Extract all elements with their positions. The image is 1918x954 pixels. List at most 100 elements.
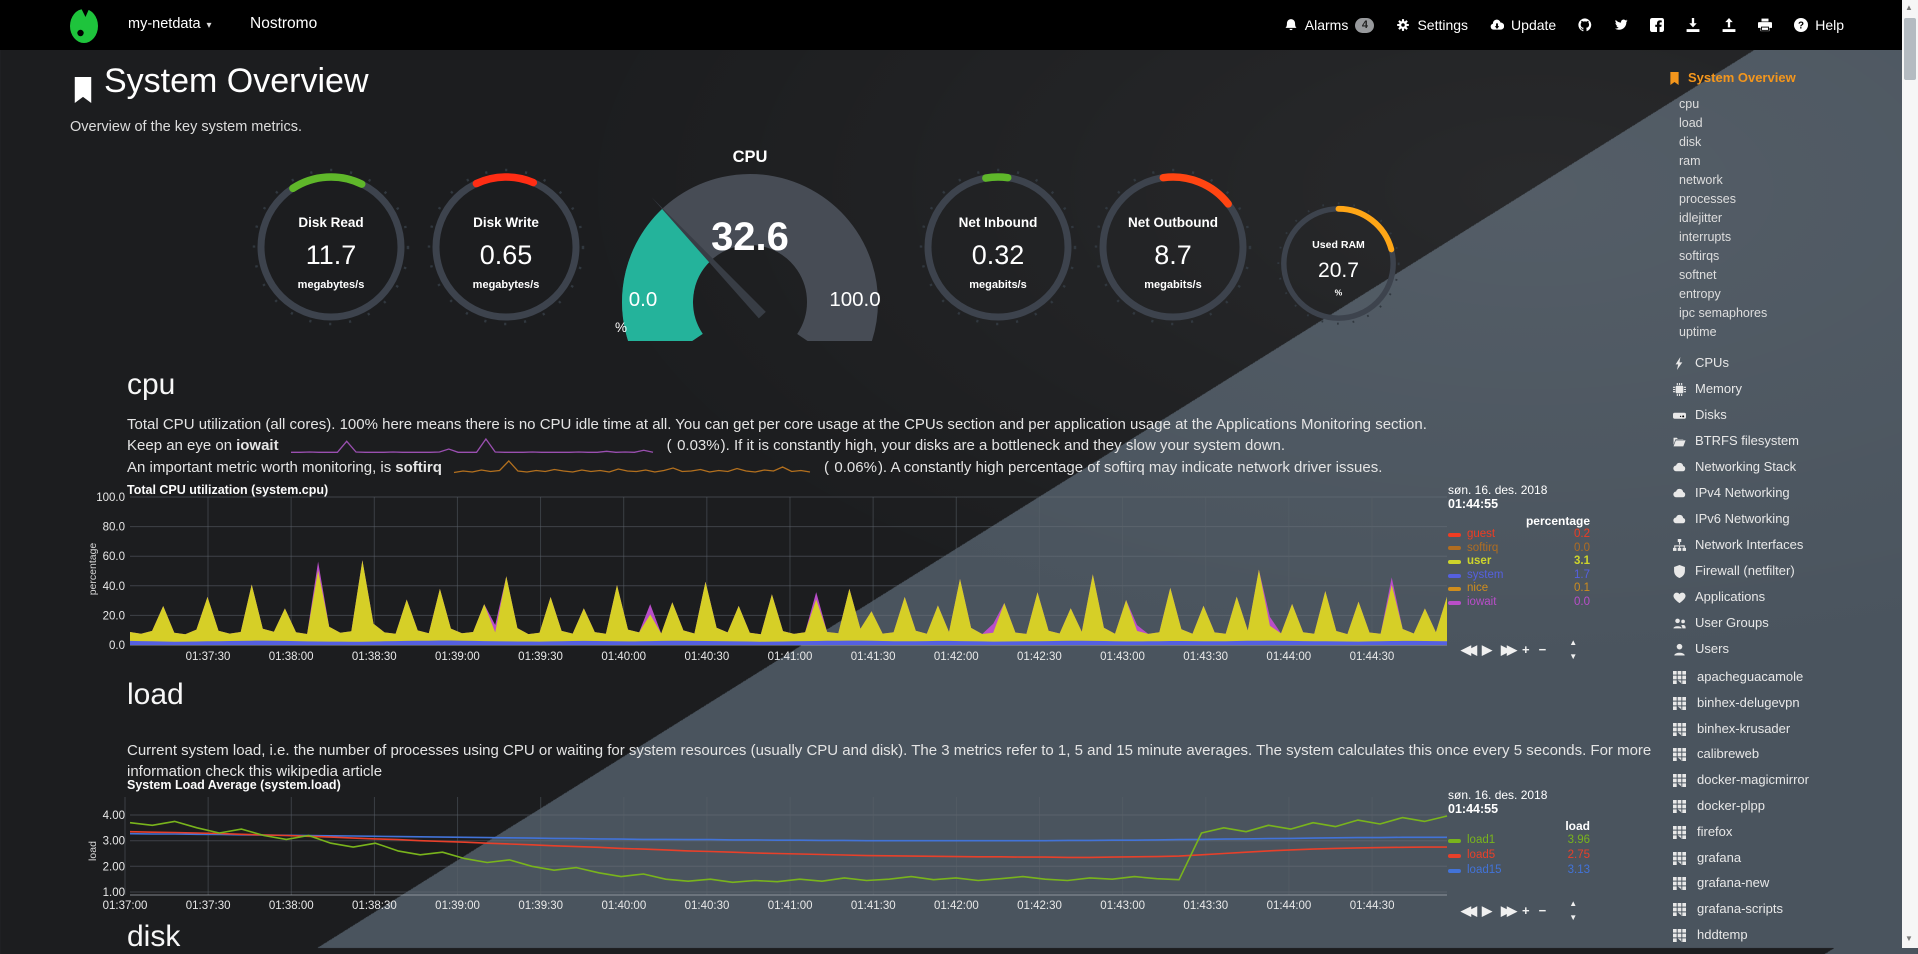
sidebar-item-grafana-new[interactable]: grafana-new (1671, 870, 1809, 896)
play-button[interactable]: ▶ (1482, 642, 1492, 657)
sidebar-item-applications[interactable]: Applications (1671, 584, 1803, 610)
sidebar-item-softirqs[interactable]: softirqs (1679, 249, 1720, 263)
legend-row-nice[interactable]: nice 0.1 (1448, 582, 1590, 596)
pan-backward-button[interactable]: ◀◀ (1461, 642, 1477, 657)
sidebar-item-network[interactable]: network (1679, 173, 1723, 187)
resize-handle[interactable]: ▲ ▼ (1569, 899, 1578, 922)
sidebar-item-binhex-krusader[interactable]: binhex-krusader (1671, 716, 1809, 742)
sidebar-item-firewall-netfilter-[interactable]: Firewall (netfilter) (1671, 558, 1803, 584)
navbar-item-github[interactable] (1578, 18, 1592, 32)
sidebar-item-label: Network Interfaces (1695, 537, 1804, 552)
sidebar-item-label: grafana-new (1697, 875, 1770, 891)
sidebar-item-ipv6-networking[interactable]: IPv6 Networking (1671, 506, 1803, 532)
sidebar-item-entropy[interactable]: entropy (1679, 287, 1721, 301)
sidebar-item-apacheguacamole[interactable]: apacheguacamole (1671, 664, 1809, 690)
cpu-chart[interactable]: Total CPU utilization (system.cpu)100.0 8… (85, 478, 1600, 683)
sidebar-item-disks[interactable]: Disks (1671, 402, 1803, 428)
navbar-item-import-snapshot[interactable] (1722, 18, 1736, 32)
gauge-used-ram[interactable]: Used RAM 20.7% (1276, 201, 1401, 326)
sidebar-item-users[interactable]: Users (1671, 636, 1803, 662)
sidebar-item-uptime[interactable]: uptime (1679, 325, 1717, 339)
sidebar-item-system-overview[interactable]: System Overview (1668, 70, 1796, 86)
navbar-item-update[interactable]: Update (1490, 17, 1556, 33)
section-heading-disk[interactable]: disk (127, 920, 181, 953)
sidebar-item-docker-magicmirror[interactable]: docker-magicmirror (1671, 767, 1809, 793)
load-chart[interactable]: System Load Average (system.load) 4.00 3.0… (85, 773, 1600, 923)
sidebar-item-interrupts[interactable]: interrupts (1679, 230, 1732, 244)
sidebar-item-idlejitter[interactable]: idlejitter (1679, 211, 1723, 225)
sidebar-item-ipc-semaphores[interactable]: ipc semaphores (1679, 306, 1768, 320)
sidebar-item-binhex-delugevpn[interactable]: binhex-delugevpn (1671, 690, 1809, 716)
scrollbar-down-arrow[interactable]: ▼ (1905, 934, 1913, 943)
zoom-out-button[interactable]: − (1538, 903, 1547, 918)
legend-row-load1[interactable]: load1 3.96 (1448, 833, 1590, 848)
sidebar-item-networking-stack[interactable]: Networking Stack (1671, 454, 1803, 480)
sidebar-item-load[interactable]: load (1679, 116, 1703, 130)
svg-text:01:37:00: 01:37:00 (103, 900, 148, 912)
svg-text:Disk Read: Disk Read (298, 215, 363, 230)
legend-swatch (1448, 559, 1461, 564)
sidebar-item-cpus[interactable]: CPUs (1671, 350, 1803, 376)
navbar-title[interactable]: Nostromo (250, 15, 318, 32)
navbar-item-facebook[interactable] (1650, 18, 1665, 32)
hostname-dropdown[interactable]: my-netdata ▾ (128, 16, 212, 32)
navbar-item-alarms[interactable]: Alarms 4 (1284, 17, 1375, 33)
gauge-disk-write[interactable]: Disk Write 0.65 megabytes/s (426, 167, 586, 327)
sidebar-item-processes[interactable]: processes (1679, 192, 1736, 206)
chip-icon (1672, 383, 1686, 397)
netdata-logo-icon[interactable] (64, 5, 104, 45)
zoom-out-button[interactable]: − (1538, 642, 1547, 657)
play-button[interactable]: ▶ (1482, 903, 1492, 918)
legend-series-name: load15 (1467, 864, 1502, 877)
pan-forward-button[interactable]: ▶▶ (1501, 642, 1517, 657)
scrollbar-up-arrow[interactable]: ▲ (1905, 3, 1913, 12)
zoom-in-button[interactable]: + (1522, 903, 1530, 918)
navbar-item-help[interactable]: ? Help (1794, 17, 1844, 33)
gauge-net-inbound[interactable]: Net Inbound 0.32 megabits/s (918, 167, 1078, 327)
scrollbar[interactable]: ▲ ▼ (1902, 0, 1918, 948)
sidebar-item-network-interfaces[interactable]: Network Interfaces (1671, 532, 1803, 558)
softirq-sparkline-chart[interactable] (452, 457, 812, 477)
sidebar-item-docker-plpp[interactable]: docker-plpp (1671, 793, 1809, 819)
hdd-icon (1672, 412, 1686, 419)
legend-row-user[interactable]: user 3.1 (1448, 555, 1590, 569)
legend-row-iowait[interactable]: iowait 0.0 (1448, 596, 1590, 610)
navbar-item-settings[interactable]: Settings (1396, 17, 1468, 33)
gauge-cpu[interactable]: CPU 32.6 0.0 100.0% (605, 146, 895, 430)
sidebar-menu-containers: apacheguacamole binhex-delugevpn binhex-kr… (1671, 664, 1809, 948)
legend-row-softirq[interactable]: softirq 0.0 (1448, 542, 1590, 556)
navbar-item-twitter[interactable] (1614, 18, 1628, 32)
section-heading-cpu[interactable]: cpu (127, 368, 176, 401)
scrollbar-thumb[interactable] (1904, 18, 1916, 80)
legend-series-name: iowait (1467, 595, 1497, 608)
section-heading-load[interactable]: load (127, 678, 184, 711)
grid-icon (1672, 877, 1686, 891)
sidebar-item-calibreweb[interactable]: calibreweb (1671, 741, 1809, 767)
pan-forward-button[interactable]: ▶▶ (1501, 903, 1517, 918)
sidebar-item-cpu[interactable]: cpu (1679, 97, 1700, 111)
sidebar-item-firefox[interactable]: firefox (1671, 819, 1809, 845)
sidebar-item-btrfs-filesystem[interactable]: BTRFS filesystem (1671, 428, 1803, 454)
sidebar-item-ram[interactable]: ram (1679, 154, 1701, 168)
resize-handle[interactable]: ▲ ▼ (1569, 638, 1578, 661)
legend-row-guest[interactable]: guest 0.2 (1448, 528, 1590, 542)
sidebar-item-user-groups[interactable]: User Groups (1671, 610, 1803, 636)
gauge-disk-read[interactable]: Disk Read 11.7 megabytes/s (251, 167, 411, 327)
iowait-sparkline-chart[interactable] (289, 435, 655, 455)
zoom-in-button[interactable]: + (1522, 642, 1530, 657)
navbar-item-print[interactable] (1758, 18, 1773, 32)
sidebar-item-hddtemp[interactable]: hddtemp (1671, 922, 1809, 948)
sidebar-item-memory[interactable]: Memory (1671, 376, 1803, 402)
sidebar-item-grafana[interactable]: grafana (1671, 845, 1809, 871)
pan-backward-button[interactable]: ◀◀ (1461, 903, 1477, 918)
gauge-net-outbound[interactable]: Net Outbound 8.7 megabits/s (1093, 167, 1253, 327)
sidebar-item-ipv4-networking[interactable]: IPv4 Networking (1671, 480, 1803, 506)
legend-row-load15[interactable]: load15 3.13 (1448, 863, 1590, 878)
legend-row-system[interactable]: system 1.7 (1448, 569, 1590, 583)
sidebar-item-disk[interactable]: disk (1679, 135, 1702, 149)
sidebar-item-softnet[interactable]: softnet (1679, 268, 1717, 282)
sidebar-item-grafana-scripts[interactable]: grafana-scripts (1671, 896, 1809, 922)
navbar-item-export-snapshot[interactable] (1686, 18, 1700, 32)
legend-swatch (1448, 853, 1461, 858)
legend-row-load5[interactable]: load5 2.75 (1448, 848, 1590, 863)
